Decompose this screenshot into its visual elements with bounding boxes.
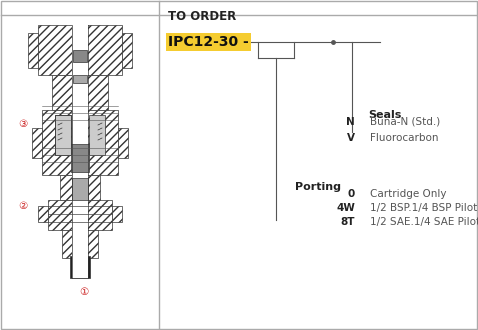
Bar — [42, 110, 118, 175]
Bar — [72, 178, 88, 200]
Bar — [62, 230, 98, 258]
Bar — [72, 25, 88, 278]
Bar — [52, 75, 108, 110]
Text: TO ORDER: TO ORDER — [168, 10, 236, 23]
Text: 1/2 BSP.1/4 BSP Pilot: 1/2 BSP.1/4 BSP Pilot — [370, 203, 477, 213]
Bar — [73, 75, 87, 83]
Bar — [55, 115, 71, 155]
Bar — [70, 256, 90, 278]
Text: Cartridge Only: Cartridge Only — [370, 189, 446, 199]
Bar — [28, 33, 38, 68]
Text: 1/2 SAE.1/4 SAE Pilot: 1/2 SAE.1/4 SAE Pilot — [370, 217, 478, 227]
Text: IPC12-30 -: IPC12-30 - — [168, 35, 249, 49]
Bar — [118, 128, 128, 158]
Bar — [122, 33, 132, 68]
Text: V: V — [347, 133, 355, 143]
Bar — [60, 175, 100, 200]
Bar — [89, 115, 105, 155]
Bar — [38, 206, 48, 222]
Text: ②: ② — [18, 201, 28, 211]
Text: Buna-N (Std.): Buna-N (Std.) — [370, 117, 440, 127]
Text: 4W: 4W — [336, 203, 355, 213]
Text: Porting: Porting — [295, 182, 341, 192]
Text: ①: ① — [79, 287, 88, 297]
Text: N: N — [346, 117, 355, 127]
Bar — [48, 200, 112, 230]
Text: 0: 0 — [348, 189, 355, 199]
Bar — [71, 144, 89, 172]
Text: 8T: 8T — [340, 217, 355, 227]
Text: ③: ③ — [18, 119, 28, 129]
Text: Fluorocarbon: Fluorocarbon — [370, 133, 438, 143]
Bar — [112, 206, 122, 222]
Bar — [32, 128, 42, 158]
Bar — [38, 25, 122, 75]
Text: Seals: Seals — [368, 110, 402, 120]
Bar — [73, 50, 87, 62]
Bar — [55, 115, 71, 155]
